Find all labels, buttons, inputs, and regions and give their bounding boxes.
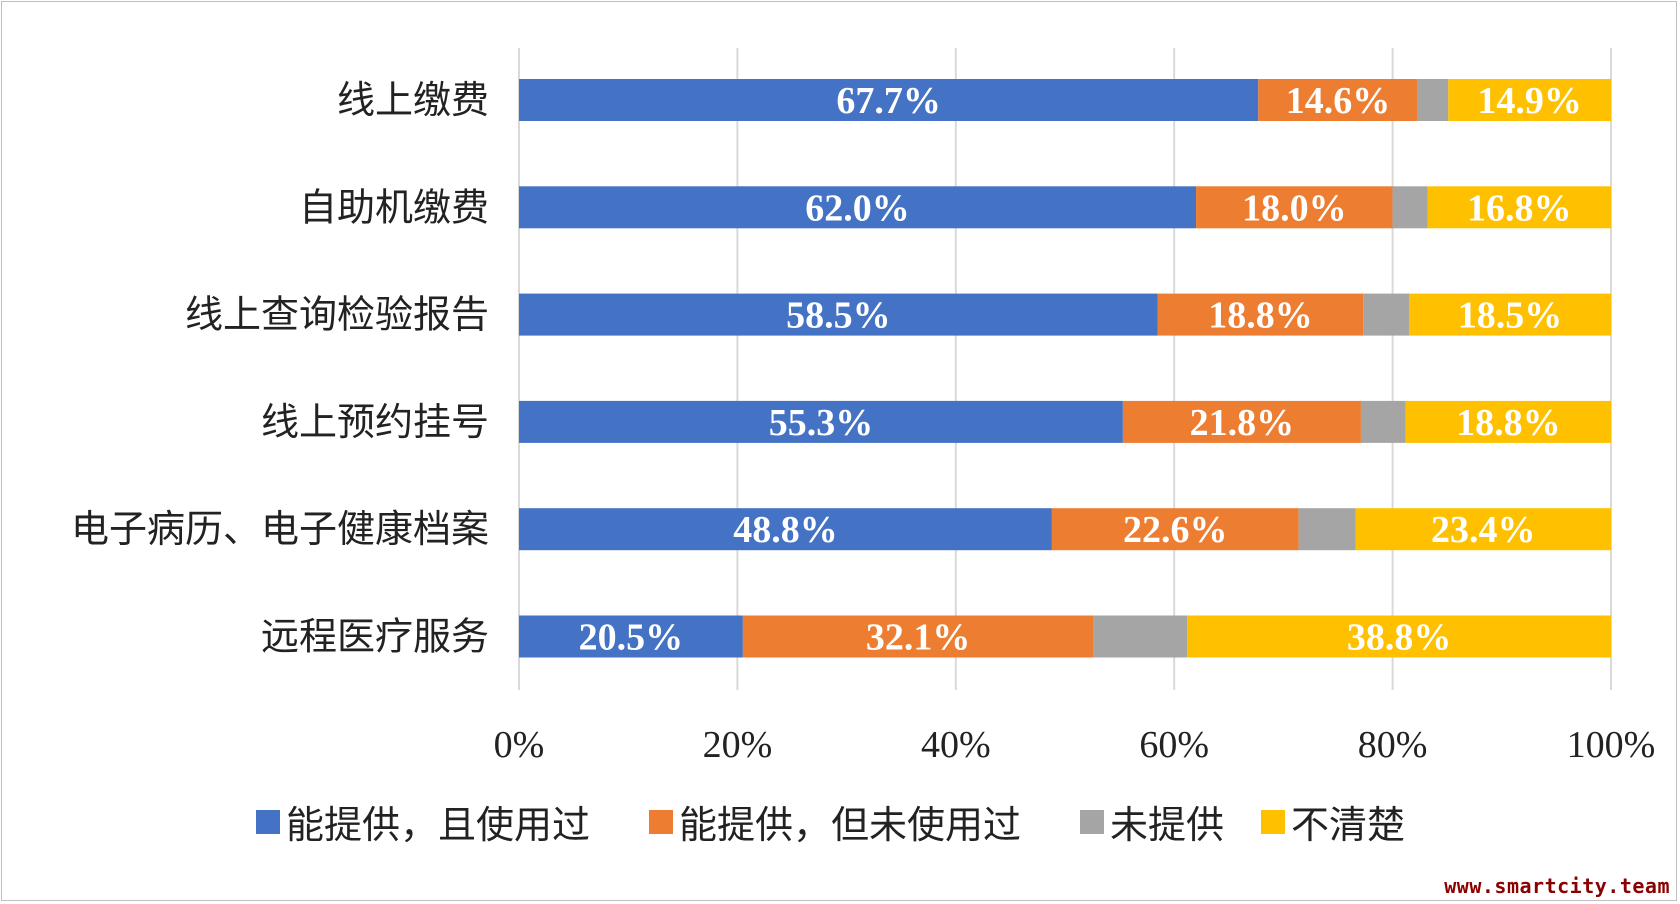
category-label: 自助机缴费 bbox=[299, 185, 489, 229]
bar-segment bbox=[1196, 186, 1393, 229]
data-label: 16.8% bbox=[1467, 187, 1572, 229]
data-label: 38.8% bbox=[1347, 617, 1452, 659]
data-label: 48.8% bbox=[733, 509, 838, 551]
legend-swatch bbox=[1261, 810, 1285, 834]
bar-segment bbox=[1408, 293, 1611, 336]
data-label: 14.9% bbox=[1477, 80, 1582, 122]
data-label: 18.8% bbox=[1208, 295, 1313, 337]
bar-segment bbox=[1051, 508, 1299, 551]
bar-segment bbox=[519, 508, 1052, 551]
data-label: 67.7% bbox=[836, 80, 941, 122]
bar-segment bbox=[519, 293, 1158, 336]
bar-segment bbox=[519, 615, 743, 658]
bar-segment bbox=[1363, 293, 1409, 336]
data-label: 20.5% bbox=[579, 617, 684, 659]
legend-label: 不清楚 bbox=[1291, 803, 1405, 847]
legend-label: 能提供，且使用过 bbox=[286, 803, 590, 847]
category-label: 电子病历、电子健康档案 bbox=[71, 507, 489, 551]
legend-label: 未提供 bbox=[1110, 803, 1224, 847]
bar-segment bbox=[519, 79, 1259, 121]
data-label: 62.0% bbox=[805, 187, 910, 229]
tick-label: 100% bbox=[1567, 724, 1656, 766]
data-label: 32.1% bbox=[866, 617, 971, 659]
data-label: 18.5% bbox=[1458, 295, 1563, 337]
bar-segment bbox=[1355, 508, 1611, 551]
bar-segment bbox=[1360, 400, 1406, 443]
data-label: 21.8% bbox=[1190, 402, 1295, 444]
data-label: 55.3% bbox=[769, 402, 874, 444]
category-label: 线上缴费 bbox=[337, 78, 489, 122]
tick-label: 0% bbox=[494, 724, 545, 766]
bar-segment bbox=[1448, 79, 1611, 121]
legend-swatch bbox=[649, 810, 673, 834]
bar-segment bbox=[1122, 400, 1361, 443]
bar-segment bbox=[1258, 79, 1418, 121]
category-label: 线上预约挂号 bbox=[261, 400, 489, 444]
data-label: 22.6% bbox=[1123, 509, 1228, 551]
bar-segment bbox=[519, 400, 1123, 443]
bar-segment bbox=[1405, 400, 1611, 443]
bar-segment bbox=[1427, 186, 1611, 229]
watermark: www.smartcity.team bbox=[1444, 874, 1670, 898]
bar-segment bbox=[1392, 186, 1428, 229]
tick-label: 80% bbox=[1358, 724, 1428, 766]
category-label: 线上查询检验报告 bbox=[185, 293, 489, 337]
bar-segment bbox=[1093, 615, 1188, 658]
tick-label: 20% bbox=[703, 724, 773, 766]
data-label: 14.6% bbox=[1286, 80, 1391, 122]
data-label: 18.8% bbox=[1456, 402, 1561, 444]
legend-swatch bbox=[256, 810, 280, 834]
legend-label: 能提供，但未使用过 bbox=[679, 803, 1021, 847]
legend-swatch bbox=[1080, 810, 1104, 834]
category-label: 远程医疗服务 bbox=[261, 615, 489, 659]
bar-segment bbox=[1298, 508, 1356, 551]
tick-label: 40% bbox=[921, 724, 991, 766]
data-label: 18.0% bbox=[1242, 187, 1347, 229]
bar-segment bbox=[1417, 79, 1449, 121]
data-label: 58.5% bbox=[786, 295, 891, 337]
bar-segment bbox=[742, 615, 1094, 658]
bar-segment bbox=[1157, 293, 1364, 336]
bar-segment bbox=[519, 186, 1197, 229]
data-label: 23.4% bbox=[1431, 509, 1536, 551]
bar-segment bbox=[1187, 615, 1611, 658]
tick-label: 60% bbox=[1139, 724, 1209, 766]
